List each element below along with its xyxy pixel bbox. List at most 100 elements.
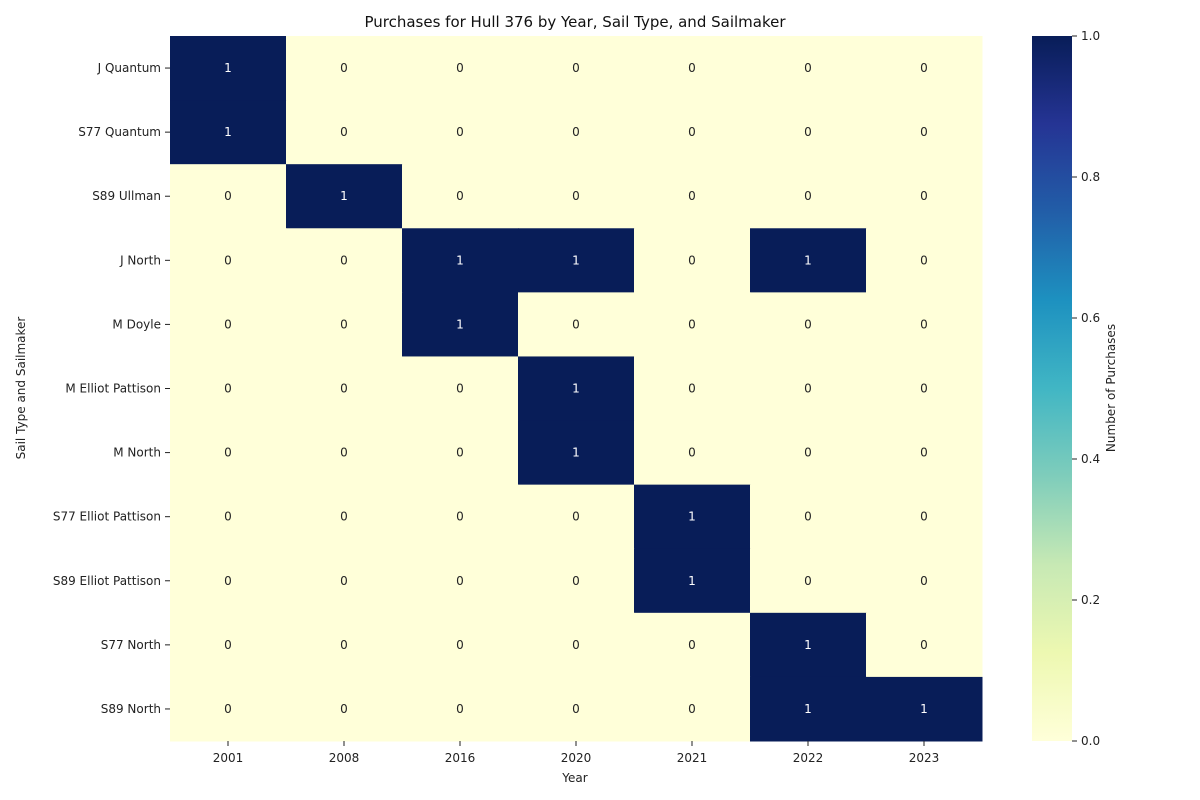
cell-value-label: 0 (340, 702, 348, 716)
cell-value-label: 0 (920, 574, 928, 588)
heatmap-cell (286, 420, 403, 486)
heatmap-cell (518, 484, 635, 550)
heatmap-cell (170, 164, 287, 229)
heatmap-cell (402, 420, 519, 486)
heatmap-cell (402, 36, 519, 101)
heatmap-cell (402, 356, 519, 422)
heatmap-cell (170, 420, 287, 486)
cell-value-label: 0 (688, 189, 696, 203)
heatmap-cell (866, 36, 983, 101)
heatmap-cell (634, 484, 751, 550)
cell-value-label: 0 (456, 510, 464, 524)
cell-value-label: 1 (572, 382, 580, 396)
cell-value-label: 1 (456, 253, 464, 267)
heatmap-cell (286, 548, 403, 614)
cell-value-label: 0 (340, 125, 348, 139)
heatmap-cell (634, 356, 751, 422)
heatmap-cell (518, 292, 635, 357)
heatmap-cell (750, 164, 867, 229)
cell-value-label: 0 (456, 189, 464, 203)
cell-value-label: 1 (804, 702, 812, 716)
y-tick-label: J Quantum (97, 61, 161, 75)
heatmap-cell (634, 612, 751, 678)
y-tick-label: S89 North (101, 702, 161, 716)
cell-value-label: 0 (340, 446, 348, 460)
heatmap-cell (750, 356, 867, 422)
heatmap-cell (402, 164, 519, 229)
heatmap-cell (286, 164, 403, 229)
y-tick-label: M Elliot Pattison (65, 382, 161, 396)
heatmap-cell (402, 548, 519, 614)
heatmap-cell (634, 228, 751, 293)
heatmap-cell (402, 612, 519, 678)
heatmap-cell (286, 356, 403, 422)
heatmap-cell (750, 676, 867, 742)
cell-value-label: 0 (920, 446, 928, 460)
heatmap-cell (866, 676, 983, 742)
heatmap-cell (402, 292, 519, 357)
heatmap-cell (518, 420, 635, 486)
heatmap-cell (634, 292, 751, 357)
cell-value-label: 1 (340, 189, 348, 203)
heatmap-cell (170, 356, 287, 422)
heatmap-cell (518, 228, 635, 293)
colorbar-tick-label: 0.2 (1081, 593, 1100, 607)
cell-value-label: 0 (920, 253, 928, 267)
y-tick-label: J North (119, 253, 161, 267)
heatmap-cell (170, 228, 287, 293)
cell-value-label: 1 (456, 317, 464, 331)
cell-value-label: 0 (224, 574, 232, 588)
cell-value-label: 0 (340, 253, 348, 267)
cell-value-label: 0 (224, 253, 232, 267)
cell-value-label: 0 (688, 253, 696, 267)
x-tick-label: 2008 (329, 751, 360, 765)
colorbar-tick-label: 0.4 (1081, 452, 1100, 466)
cell-value-label: 0 (340, 61, 348, 75)
heatmap-cell (170, 548, 287, 614)
heatmap-cell (286, 292, 403, 357)
cell-value-label: 0 (456, 125, 464, 139)
y-axis-ticks: J Quantum S77 Quantum S89 Ullman J North M D… (53, 61, 170, 716)
x-tick-label: 2001 (213, 751, 244, 765)
heatmap-cell (170, 612, 287, 678)
cell-value-label: 0 (688, 125, 696, 139)
cell-value-label: 0 (804, 574, 812, 588)
cell-value-label: 1 (804, 638, 812, 652)
colorbar (1032, 36, 1072, 741)
cell-value-label: 0 (688, 702, 696, 716)
y-tick-label: M North (113, 446, 161, 460)
x-tick-label: 2022 (793, 751, 824, 765)
colorbar-label: Number of Purchases (1104, 324, 1118, 452)
cell-value-label: 1 (572, 446, 580, 460)
cell-value-label: 0 (572, 189, 580, 203)
cell-value-label: 0 (224, 510, 232, 524)
heatmap-cell (750, 484, 867, 550)
cell-value-label: 0 (920, 125, 928, 139)
cell-annotations: 1 0 0 0 0 0 0 1 0 0 0 0 0 0 0 1 0 0 0 0 0 0 0 1 1 0 1 0 0 0 1 0 0 0 0 0 0 0 1 0… (224, 61, 928, 716)
heatmap-cell (518, 356, 635, 422)
cell-value-label: 0 (456, 574, 464, 588)
heatmap-cell (634, 676, 751, 742)
heatmap-cell (750, 420, 867, 486)
cell-value-label: 1 (224, 61, 232, 75)
cell-value-label: 0 (340, 574, 348, 588)
heatmap-cell (518, 548, 635, 614)
heatmap-cell (634, 548, 751, 614)
heatmap-cell (518, 36, 635, 101)
heatmap-cell (402, 228, 519, 293)
colorbar-tick-label: 0.8 (1081, 170, 1100, 184)
heatmap-cell (750, 100, 867, 165)
heatmap-cell (170, 484, 287, 550)
cell-value-label: 0 (224, 638, 232, 652)
heatmap-cell (866, 484, 983, 550)
cell-value-label: 0 (224, 446, 232, 460)
heatmap-cell (518, 676, 635, 742)
heatmap-cell (866, 100, 983, 165)
cell-value-label: 0 (804, 317, 812, 331)
heatmap-cell (634, 100, 751, 165)
heatmap-cell (866, 420, 983, 486)
cell-value-label: 0 (688, 61, 696, 75)
cell-value-label: 0 (804, 61, 812, 75)
cell-value-label: 0 (920, 189, 928, 203)
y-tick-label: S77 North (101, 638, 161, 652)
